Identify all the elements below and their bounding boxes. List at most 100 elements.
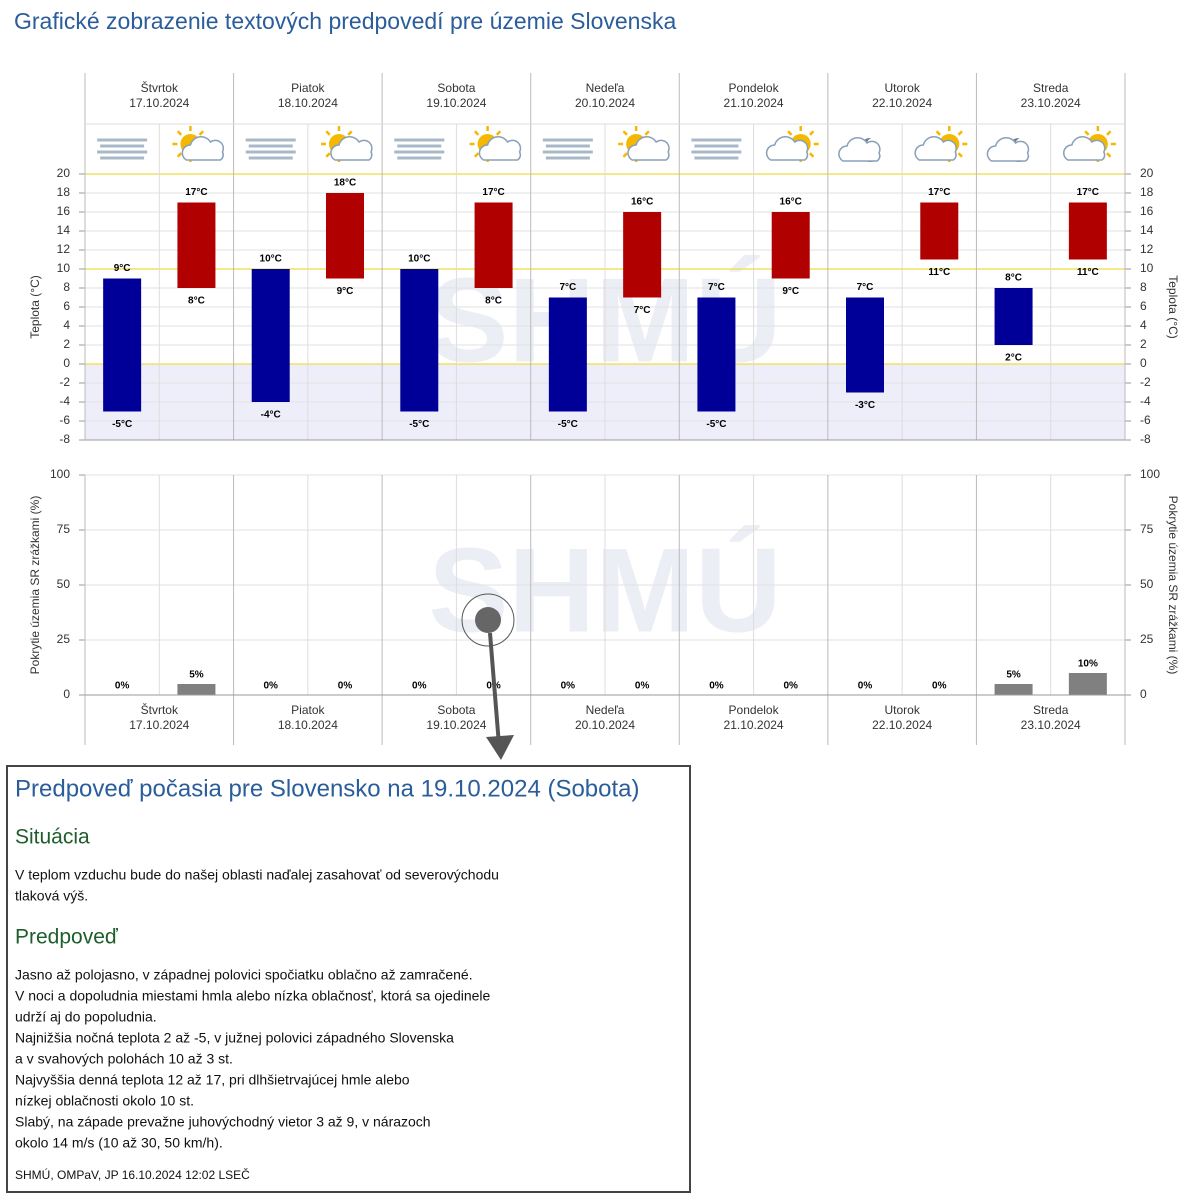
y2-tick-label: -2: [1140, 375, 1151, 389]
section-heading: Predpoveď: [15, 926, 119, 949]
value-label: 0%: [858, 681, 873, 692]
temperature-bar: [474, 202, 513, 288]
weather-icon: [986, 137, 1030, 162]
icon-ray: [809, 152, 815, 158]
icon-ray: [325, 152, 331, 158]
y-tick-label: -6: [59, 413, 70, 427]
y2-tick-label: 18: [1140, 185, 1154, 199]
y-tick-label: 16: [57, 204, 71, 218]
high-label: 7°C: [559, 282, 576, 293]
y2-tick-label: 25: [1140, 632, 1154, 646]
weather-icon: [618, 126, 670, 162]
low-label: -3°C: [855, 400, 875, 411]
y-tick-label: 12: [57, 242, 71, 256]
weather-icon: [1062, 126, 1116, 162]
icon-ray: [787, 130, 793, 136]
section-line: tlaková výš.: [15, 888, 88, 904]
temperature-bar: [994, 288, 1033, 345]
y2-tick-label: 14: [1140, 223, 1154, 237]
y2-tick-label: 4: [1140, 318, 1147, 332]
y2-axis-label: Teplota (°C): [1166, 275, 1180, 339]
y2-tick-label: 16: [1140, 204, 1154, 218]
date-label: 23.10.2024: [1021, 718, 1081, 732]
selection-arrow: [488, 632, 501, 746]
date-label: 22.10.2024: [872, 96, 932, 110]
weather-icon: [172, 126, 225, 162]
y-tick-label: 2: [63, 337, 70, 351]
y-tick-label: 14: [57, 223, 71, 237]
icon-ray: [473, 130, 480, 136]
low-label: 8°C: [485, 296, 502, 307]
icon-ray: [957, 152, 963, 158]
y2-tick-label: 20: [1140, 166, 1154, 180]
icon-ray: [347, 130, 353, 136]
y-tick-label: 0: [63, 687, 70, 701]
temperature-bar: [251, 269, 290, 402]
icon-ray: [1084, 130, 1090, 136]
y2-tick-label: -8: [1140, 432, 1151, 446]
low-label: -5°C: [706, 419, 726, 430]
icon-cloud: [914, 136, 957, 161]
day-label: Štvrtok: [141, 80, 179, 95]
section-line: V teplom vzduchu bude do našej oblasti n…: [15, 867, 499, 883]
value-label: 10%: [1078, 659, 1098, 670]
low-label: 2°C: [1005, 353, 1022, 364]
date-label: 21.10.2024: [724, 96, 784, 110]
temperature-bar: [1068, 202, 1107, 260]
temperature-bar: [103, 278, 142, 412]
icon-ray: [622, 152, 628, 158]
y-tick-label: 50: [57, 577, 71, 591]
date-label: 19.10.2024: [426, 718, 486, 732]
day-label: Utorok: [884, 703, 920, 717]
y-tick-label: -4: [59, 394, 70, 408]
date-label: 17.10.2024: [129, 96, 189, 110]
value-label: 0%: [561, 681, 576, 692]
y2-tick-label: -4: [1140, 394, 1151, 408]
y2-tick-label: 0: [1140, 356, 1147, 370]
value-label: 0%: [412, 681, 427, 692]
high-label: 17°C: [185, 187, 207, 198]
weather-icon: [245, 138, 296, 160]
y2-tick-label: 75: [1140, 522, 1154, 536]
icon-cloud: [765, 136, 809, 161]
high-label: 18°C: [334, 178, 356, 189]
low-label: 11°C: [1077, 267, 1099, 278]
selection-arrowhead: [486, 735, 514, 760]
y2-tick-label: 8: [1140, 280, 1147, 294]
y2-tick-label: 2: [1140, 337, 1147, 351]
y2-tick-label: 12: [1140, 242, 1154, 256]
high-label: 17°C: [482, 187, 504, 198]
section-line: Jasno až polojasno, v západnej polovici …: [15, 967, 473, 983]
low-label: -5°C: [558, 419, 578, 430]
y-tick-label: 0: [63, 356, 70, 370]
section-line: Najnižšia nočná teplota 2 až -5, v južne…: [15, 1030, 454, 1046]
icon-ray: [809, 130, 815, 136]
precipitation-bar: [994, 684, 1033, 695]
high-label: 17°C: [928, 187, 950, 198]
section-line: Najvyššia denná teplota 12 až 17, pri dl…: [15, 1072, 410, 1088]
temperature-bar: [697, 297, 736, 412]
value-label: 0%: [263, 681, 278, 692]
y2-tick-label: -6: [1140, 413, 1151, 427]
y2-tick-label: 6: [1140, 299, 1147, 313]
value-label: 0%: [783, 681, 798, 692]
weather-icon: [321, 126, 373, 162]
y-tick-label: 100: [50, 467, 70, 481]
y-axis-label: Teplota (°C): [28, 275, 42, 339]
high-label: 8°C: [1005, 273, 1022, 284]
weather-icon: [838, 137, 881, 162]
date-label: 22.10.2024: [872, 718, 932, 732]
low-label: -5°C: [112, 419, 132, 430]
date-label: 19.10.2024: [426, 96, 486, 110]
icon-ray: [495, 130, 502, 136]
low-label: -5°C: [409, 419, 429, 430]
day-label: Piatok: [291, 703, 325, 717]
day-label: Streda: [1033, 703, 1069, 717]
forecast-title: Predpoveď počasia pre Slovensko na 19.10…: [15, 775, 640, 802]
y-tick-label: -2: [59, 375, 70, 389]
value-label: 5%: [189, 670, 204, 681]
y-tick-label: 4: [63, 318, 70, 332]
y-tick-label: 8: [63, 280, 70, 294]
forecast-box: [6, 765, 691, 1193]
icon-ray: [473, 152, 480, 158]
